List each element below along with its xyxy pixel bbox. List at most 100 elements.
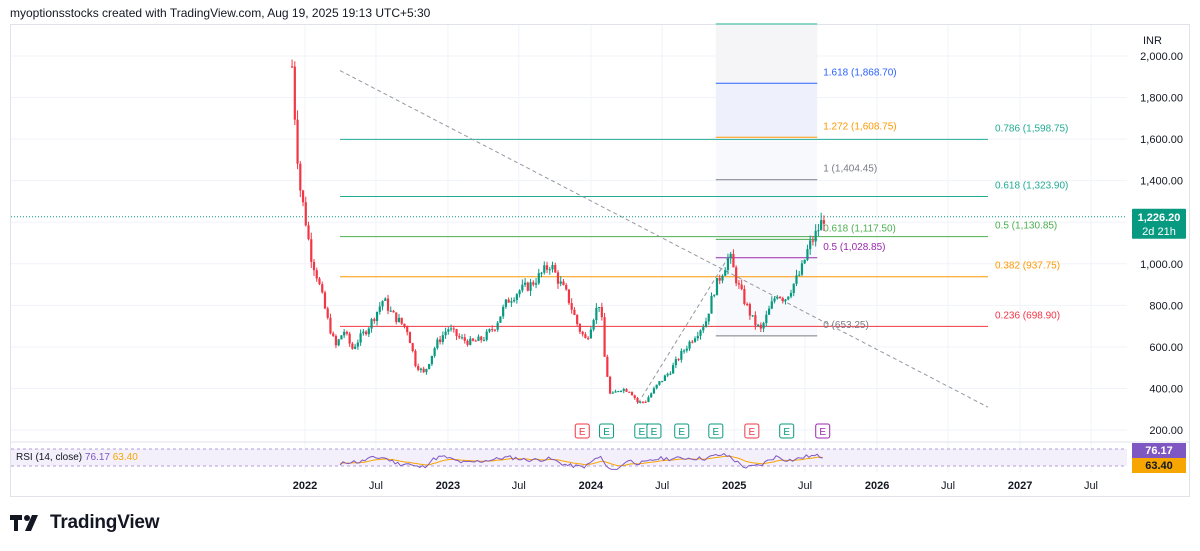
- candle-body: [337, 339, 340, 346]
- candle-body: [773, 298, 776, 302]
- candle-body: [447, 329, 450, 332]
- candle-body: [318, 278, 321, 285]
- dashed-downtrend-line: [339, 70, 989, 408]
- candle-body: [397, 317, 401, 323]
- chart-header: myoptionsstocks created with TradingView…: [10, 6, 431, 20]
- candle-body: [726, 258, 730, 271]
- price-tick-label: 800.00: [1149, 300, 1183, 312]
- candle-body: [359, 333, 362, 343]
- candle-body: [565, 285, 568, 290]
- candle-body: [743, 289, 746, 304]
- candle-body: [436, 339, 439, 349]
- candle-body: [373, 319, 376, 322]
- candle-body: [425, 368, 428, 373]
- last-price-value: 1,226.20: [1138, 212, 1181, 224]
- candle-body: [381, 300, 384, 307]
- candle-body: [707, 313, 710, 322]
- candle-body: [354, 346, 357, 349]
- candle-body: [787, 296, 790, 300]
- candle-body: [650, 393, 653, 398]
- earnings-marker: [646, 423, 662, 439]
- candle-body: [485, 331, 488, 340]
- candle-body: [663, 375, 666, 381]
- rsi-ma-badge: [1132, 458, 1186, 473]
- candle-body: [598, 307, 601, 309]
- candle-body: [622, 389, 625, 391]
- candles: [290, 59, 825, 404]
- rsi-legend-title: RSI (14, close): [16, 452, 85, 463]
- candle-body: [811, 240, 815, 242]
- candle-body: [562, 281, 565, 286]
- candle-body: [392, 310, 395, 313]
- candle-body: [611, 392, 614, 394]
- candle-body: [770, 301, 773, 309]
- time-tick-label: 2025: [722, 480, 746, 492]
- candle-body: [570, 303, 573, 310]
- brand-name: TradingView: [50, 512, 160, 533]
- candle-body: [351, 343, 354, 349]
- time-tick-label: Jul: [1084, 480, 1098, 492]
- candle-body: [699, 330, 702, 336]
- candle-body: [378, 306, 381, 312]
- candle-body: [759, 324, 762, 329]
- candle-body: [307, 225, 310, 240]
- candle-body: [688, 341, 691, 349]
- time-tick-label: 2027: [1008, 480, 1032, 492]
- last-price-badge: [1132, 208, 1186, 239]
- candle-body: [778, 296, 782, 299]
- candle-body: [408, 332, 412, 344]
- candle-body: [603, 317, 606, 357]
- candle-body: [326, 308, 329, 318]
- earnings-marker-label: E: [678, 427, 685, 438]
- rsi-legend: RSI (14, close) 76.17 63.40: [16, 452, 138, 463]
- candle-body: [502, 306, 505, 317]
- candle-body: [466, 340, 469, 345]
- candle-body: [614, 391, 617, 393]
- time-tick-label: Jul: [941, 480, 955, 492]
- candle-body: [411, 343, 414, 351]
- candle-body: [641, 401, 645, 403]
- candle-body: [471, 338, 475, 341]
- candle-body: [321, 284, 324, 293]
- candle-body: [800, 263, 804, 275]
- candle-body: [630, 392, 634, 396]
- fib-extension-label: 1.272 (1,608.75): [823, 121, 896, 132]
- fib-retracement-label: 0.382 (937.75): [995, 261, 1060, 272]
- candle-body: [600, 307, 603, 318]
- earnings-marker-label: E: [819, 427, 826, 438]
- candle-body: [762, 323, 765, 329]
- candle-body: [458, 336, 461, 338]
- candle-body: [595, 307, 598, 321]
- earnings-marker-label: E: [579, 427, 586, 438]
- candle-body: [537, 273, 540, 284]
- candle-body: [795, 275, 798, 284]
- candle-body: [806, 249, 809, 260]
- candle-body: [548, 269, 551, 271]
- fib-extension-label: 0.618 (1,117.50): [823, 223, 896, 234]
- candle-body: [784, 299, 787, 302]
- time-tick-label: Jul: [369, 480, 383, 492]
- candle-body: [304, 202, 307, 226]
- candle-body: [301, 190, 305, 203]
- candle-body: [491, 329, 494, 331]
- candle-body: [617, 391, 620, 393]
- time-tick-label: 2024: [579, 480, 604, 492]
- fib-levels: 0.786 (1,598.75) 0.618 (1,323.90) 0.5 (1,1…: [340, 67, 1068, 337]
- candle-body: [666, 373, 669, 376]
- candle-body: [644, 401, 647, 403]
- price-tick-label: 1,600.00: [1140, 134, 1183, 146]
- time-axis: 2022 Jul 2023 Jul 2024 Jul 2025 Jul 2026 Jul 2027 J…: [293, 480, 1098, 492]
- candle-body: [345, 331, 349, 334]
- candle-body: [765, 314, 768, 324]
- candle-body: [312, 261, 316, 271]
- candle-body: [729, 253, 732, 259]
- candle-body: [721, 275, 724, 281]
- grid-lines: [11, 25, 1127, 472]
- candle-body: [691, 341, 694, 343]
- earnings-marker-label: E: [712, 427, 719, 438]
- rsi-ma-line: [340, 455, 823, 467]
- candle-body: [647, 397, 650, 402]
- candle-body: [403, 323, 406, 327]
